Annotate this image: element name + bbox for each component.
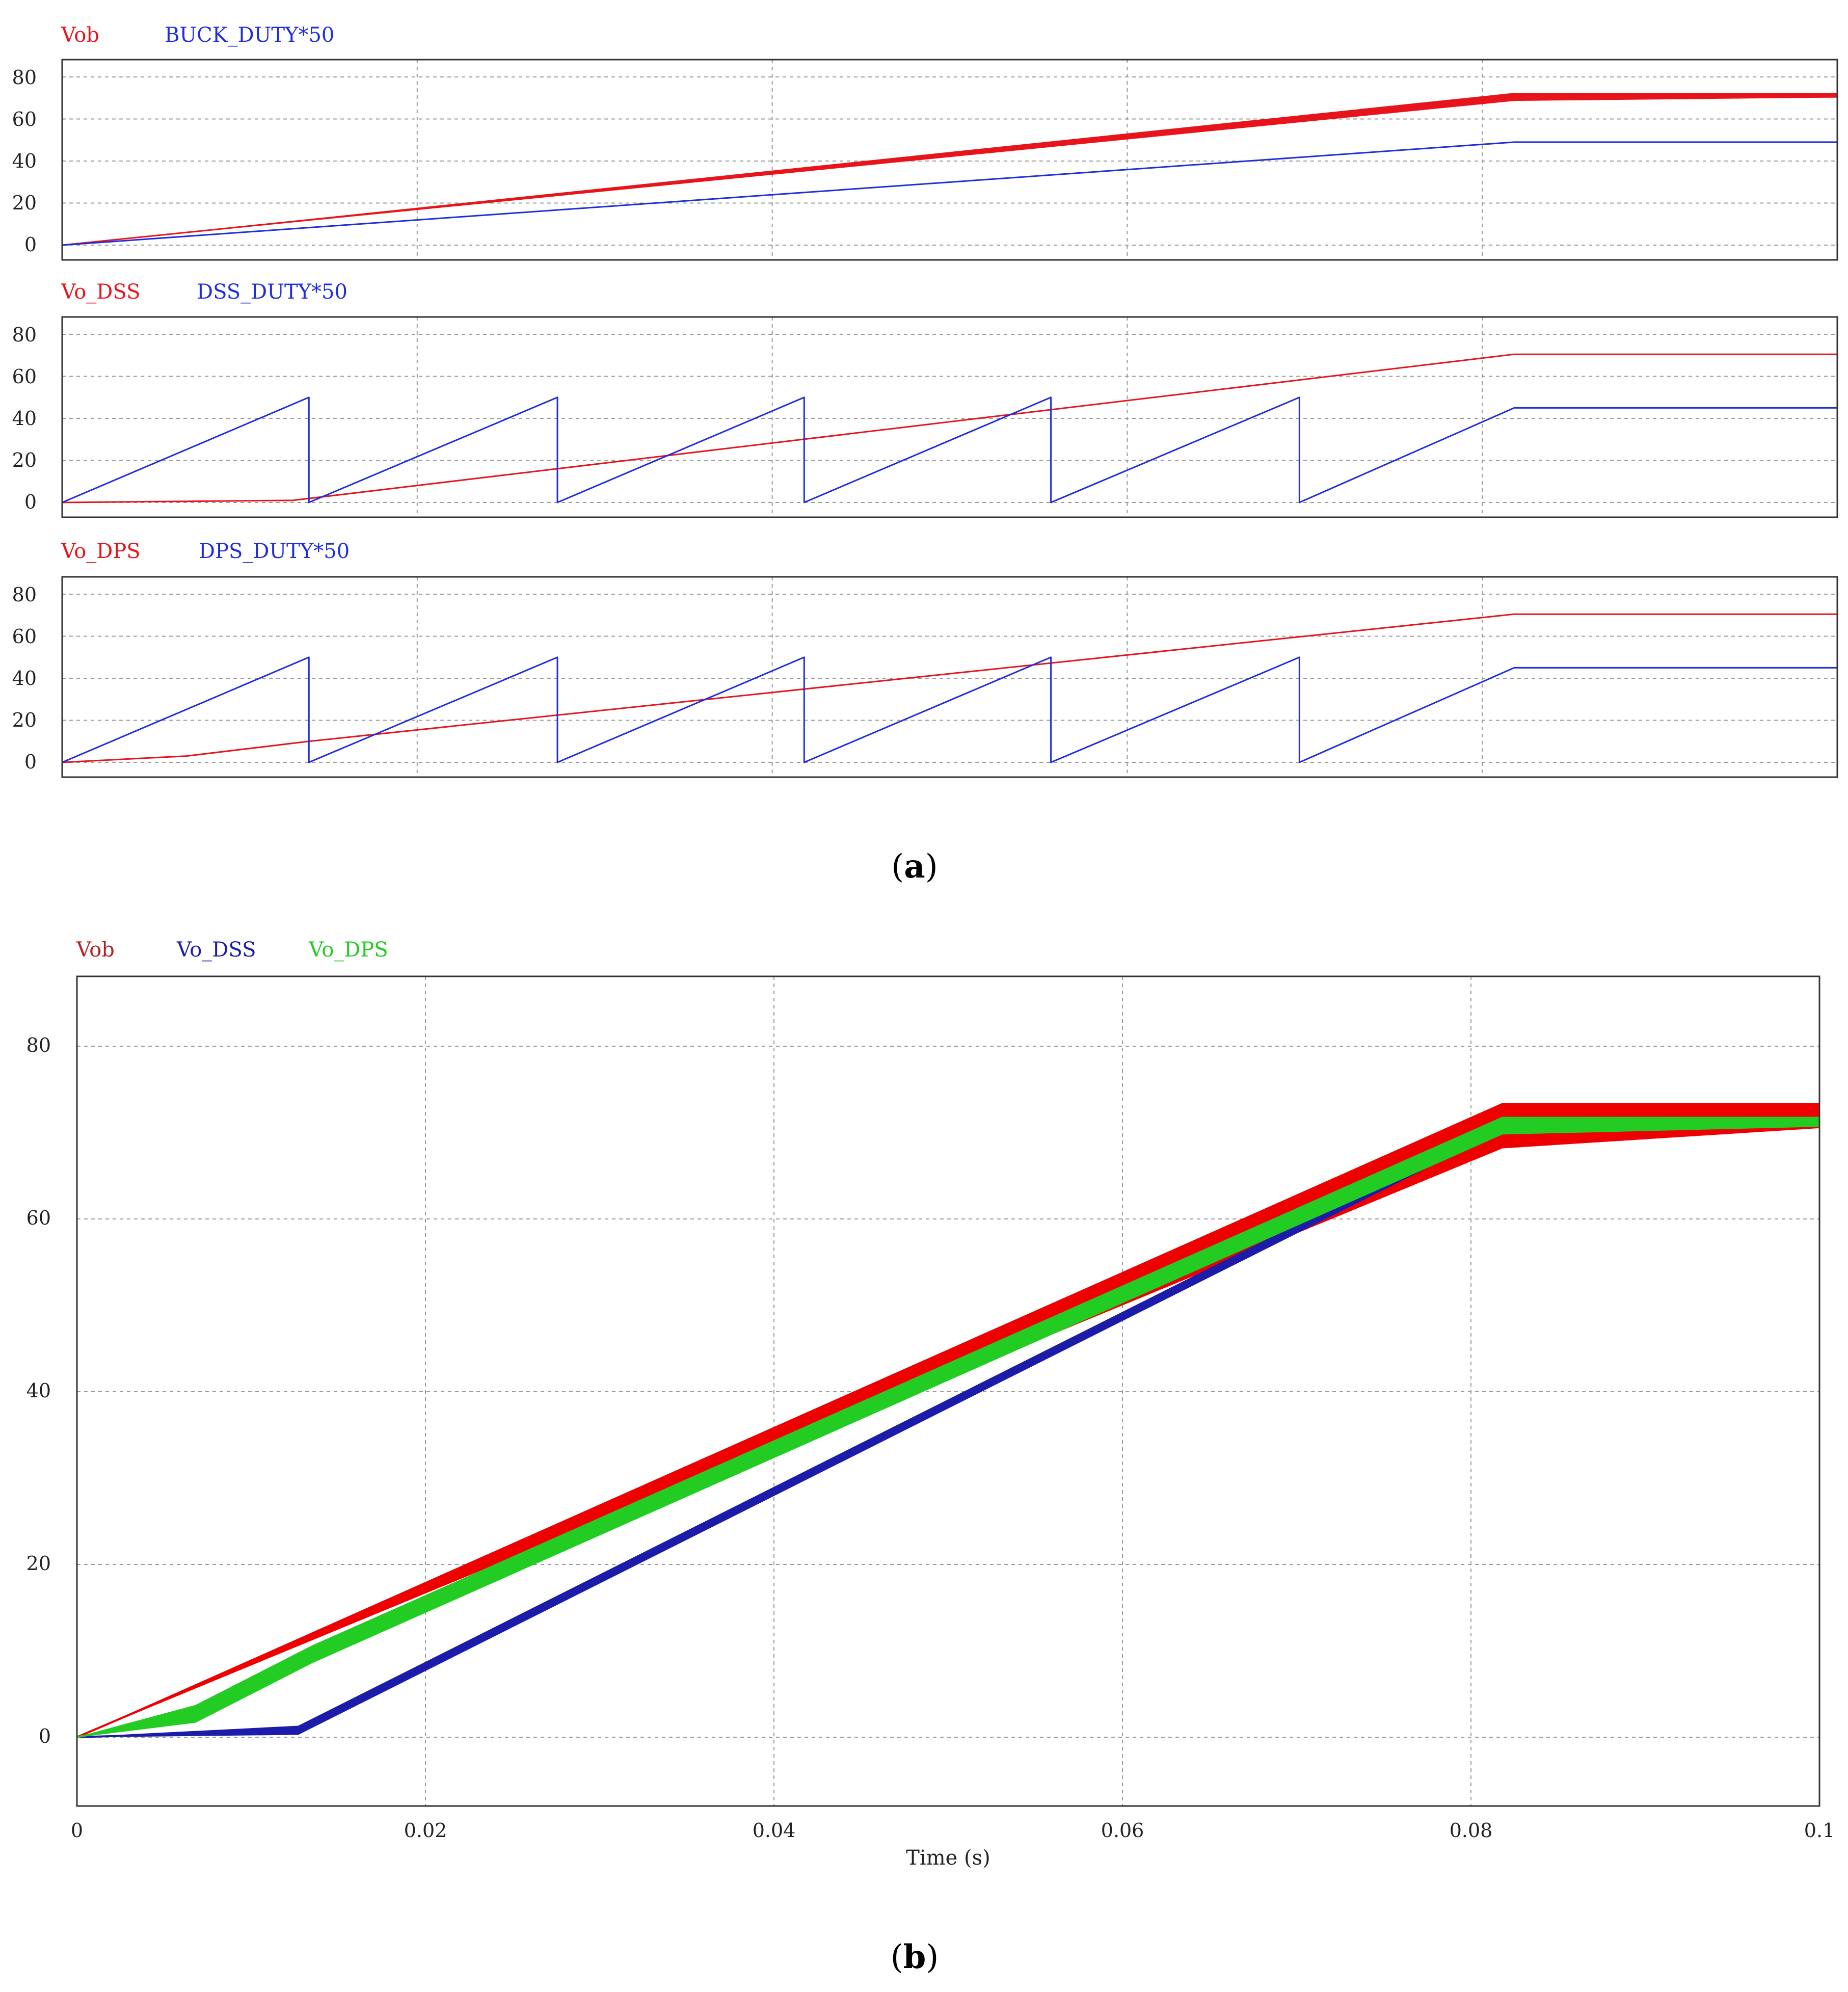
- y-tick-label: 80: [26, 1034, 51, 1056]
- y-tick-label: 20: [12, 709, 37, 731]
- y-tick-label: 60: [12, 625, 37, 648]
- y-tick-label: 0: [39, 1725, 51, 1747]
- caption-a: (a): [891, 847, 938, 886]
- y-tick-label: 80: [12, 583, 37, 606]
- series-vo-dss-line: [62, 353, 1837, 503]
- y-tick-label: 40: [12, 667, 37, 689]
- x-tick-label: 0.04: [753, 1819, 796, 1842]
- panel-a3-frame: [61, 576, 1838, 778]
- panel-a2-y-ticks: 80 60 40 20 0: [12, 324, 37, 513]
- y-tick-label: 40: [26, 1379, 51, 1402]
- legend-vo-dps-b: Vo_DPS: [308, 938, 388, 962]
- legend-vo-dss: Vo_DSS: [61, 280, 140, 304]
- y-tick-label: 0: [24, 751, 37, 773]
- panel-a1-y-ticks: 80 60 40 20 0: [12, 66, 37, 256]
- series-dss-duty-50-line: [62, 396, 1837, 503]
- panel-a1: Vob BUCK_DUTY*50 80 60 40 20 0: [12, 23, 1838, 261]
- panel-a2: Vo_DSS DSS_DUTY*50 80 60 40 20 0: [12, 280, 1838, 518]
- panel-a2-grid: [62, 317, 1837, 517]
- y-tick-label: 0: [24, 233, 37, 256]
- series-vo-dps-band: [76, 1117, 1820, 1738]
- panel-b-series: [76, 1103, 1820, 1738]
- legend-vob-b: Vob: [76, 938, 115, 962]
- y-tick-label: 20: [12, 449, 37, 471]
- x-tick-label: 0.06: [1101, 1819, 1144, 1842]
- panel-a1-grid: [62, 60, 1837, 260]
- legend-dps-duty: DPS_DUTY*50: [199, 540, 350, 563]
- y-tick-label: 60: [12, 108, 37, 130]
- panel-a3-grid: [62, 577, 1837, 777]
- y-tick-label: 60: [12, 365, 37, 388]
- caption-a-letter: a: [904, 847, 925, 886]
- panel-a3-series: [62, 613, 1837, 763]
- panel-b-grid: [77, 976, 1819, 1806]
- caption-b-letter: b: [903, 1938, 926, 1976]
- x-axis-title: Time (s): [906, 1846, 990, 1870]
- panel-a2-frame: [61, 316, 1838, 518]
- x-tick-label: 0: [71, 1819, 83, 1842]
- panel-b-x-ticks: 0 0.02 0.04 0.06 0.08 0.1: [71, 1819, 1835, 1842]
- y-tick-label: 0: [24, 491, 37, 513]
- y-tick-label: 40: [12, 407, 37, 430]
- y-tick-label: 20: [12, 192, 37, 214]
- caption-b: (b): [891, 1938, 939, 1976]
- panel-a3-y-ticks: 80 60 40 20 0: [12, 583, 37, 773]
- x-tick-label: 0.08: [1450, 1819, 1493, 1842]
- y-tick-label: 80: [12, 66, 37, 89]
- y-tick-label: 20: [26, 1552, 51, 1575]
- panel-a2-series: [62, 353, 1837, 503]
- legend-vob: Vob: [61, 23, 99, 47]
- panel-a1-frame: [61, 59, 1838, 261]
- legend-vo-dps: Vo_DPS: [61, 540, 141, 563]
- y-tick-label: 60: [26, 1207, 51, 1229]
- legend-vo-dss-b: Vo_DSS: [176, 938, 256, 962]
- legend-dss-duty: DSS_DUTY*50: [197, 280, 347, 304]
- panel-b-frame: [76, 975, 1820, 1807]
- panel-a1-series: [62, 93, 1838, 246]
- panel-b-y-ticks: 80 60 40 20 0: [26, 1034, 51, 1747]
- legend-buck-duty: BUCK_DUTY*50: [165, 23, 334, 47]
- y-tick-label: 80: [12, 324, 37, 346]
- x-tick-label: 0.1: [1804, 1819, 1835, 1842]
- series-dps-duty-50-line: [62, 656, 1837, 763]
- panel-b: Vob Vo_DSS Vo_DPS 80 60 40 20 0 0 0.02 0…: [26, 938, 1835, 1870]
- series-vo-dps-line: [76, 1124, 1819, 1738]
- y-tick-label: 40: [12, 150, 37, 172]
- series-buck-duty-50-line: [62, 141, 1837, 246]
- x-tick-label: 0.02: [404, 1819, 447, 1842]
- panel-a3: Vo_DPS DPS_DUTY*50 80 60 40 20 0: [12, 540, 1838, 778]
- series-vob-band: [62, 93, 1838, 246]
- series-vob-line: [62, 96, 1837, 246]
